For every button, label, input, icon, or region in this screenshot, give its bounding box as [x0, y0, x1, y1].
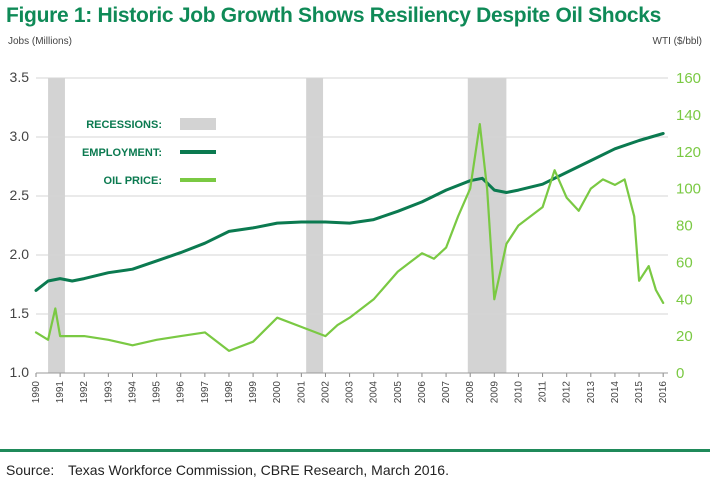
- source-label: Source:: [6, 462, 55, 478]
- x-tick-label: 1991: [55, 381, 66, 404]
- source-text: Texas Workforce Commission, CBRE Researc…: [68, 462, 449, 478]
- recession-band-3: [467, 78, 507, 373]
- y-right-tick-label: 100: [676, 181, 701, 198]
- recession-shading: [48, 78, 507, 373]
- recession-band-1: [48, 78, 65, 373]
- x-tick-label: 1993: [103, 381, 114, 404]
- x-tick-label: 2003: [345, 381, 356, 404]
- x-tick-label: 2016: [658, 381, 669, 404]
- x-tick-label: 2006: [417, 381, 428, 404]
- x-tick-label: 2000: [272, 381, 283, 404]
- x-tick-label: 2005: [393, 381, 404, 404]
- x-tick-label: 2007: [441, 381, 452, 404]
- series-lines: [34, 122, 665, 352]
- y-right-tick-label: 160: [676, 70, 701, 87]
- y-left-tick-label: 1.0: [10, 364, 30, 380]
- line-chart: Jobs (Millions) WTI ($/bbl) 1.0 1.5 2.0 2.5…: [8, 36, 702, 403]
- y-right-tick-label: 120: [676, 144, 701, 161]
- y-left-tick-label: 2.0: [10, 246, 30, 262]
- footer-divider: [0, 449, 710, 452]
- x-tick-label: 2004: [369, 381, 380, 404]
- x-tick-label: 2015: [634, 381, 645, 404]
- x-tick-label: 2014: [610, 381, 621, 404]
- x-tick-label: 1997: [200, 381, 211, 404]
- x-tick-label: 2009: [489, 381, 500, 404]
- y-left-tick-label: 1.5: [10, 305, 30, 321]
- y-right-tick-label: 0: [676, 365, 684, 382]
- y-right-tick-label: 140: [676, 107, 701, 124]
- x-tick-label: 2010: [513, 381, 524, 404]
- y-left-tick-label: 3.0: [10, 128, 30, 144]
- x-tick-label: 2011: [538, 381, 549, 403]
- x-tick-label: 2002: [320, 381, 331, 404]
- y-left-tick-label: 2.5: [10, 187, 30, 203]
- legend-label: EMPLOYMENT:: [82, 147, 162, 159]
- x-tick-label: 1990: [31, 381, 42, 404]
- y-right-tick-label: 40: [676, 291, 693, 308]
- employment-line: [34, 132, 665, 292]
- source-note: Source: Texas Workforce Commission, CBRE …: [6, 462, 449, 478]
- oil-price-line: [34, 122, 665, 352]
- legend-label: RECESSIONS:: [86, 119, 162, 131]
- x-tick-label: 1998: [224, 381, 235, 404]
- x-tick-label: 2013: [586, 381, 597, 404]
- x-tick-label: 1994: [127, 381, 138, 404]
- x-tick-label: 1992: [79, 381, 90, 404]
- legend-swatch-recession: [180, 118, 216, 130]
- legend: RECESSIONS: EMPLOYMENT: OIL PRICE:: [82, 118, 216, 187]
- x-tick-label: 1995: [152, 381, 163, 404]
- x-tick-label: 1996: [176, 381, 187, 404]
- axes: Jobs (Millions) WTI ($/bbl) 1.0 1.5 2.0 2.5…: [8, 36, 702, 403]
- x-tick-label: 2008: [465, 381, 476, 404]
- x-tick-label: 2001: [296, 381, 307, 404]
- x-tick-label: 1999: [248, 381, 259, 404]
- y-right-tick-label: 20: [676, 328, 693, 345]
- y-right-tick-label: 80: [676, 218, 693, 235]
- figure-title: Figure 1: Historic Job Growth Shows Resi…: [6, 4, 661, 27]
- y-axis-right-label: WTI ($/bbl): [653, 36, 702, 47]
- y-right-tick-label: 60: [676, 254, 693, 271]
- y-left-tick-label: 3.5: [10, 69, 30, 85]
- y-axis-left-label: Jobs (Millions): [8, 36, 72, 47]
- legend-label: OIL PRICE:: [104, 175, 162, 187]
- recession-band-2: [306, 78, 324, 373]
- x-tick-label: 2012: [562, 381, 573, 404]
